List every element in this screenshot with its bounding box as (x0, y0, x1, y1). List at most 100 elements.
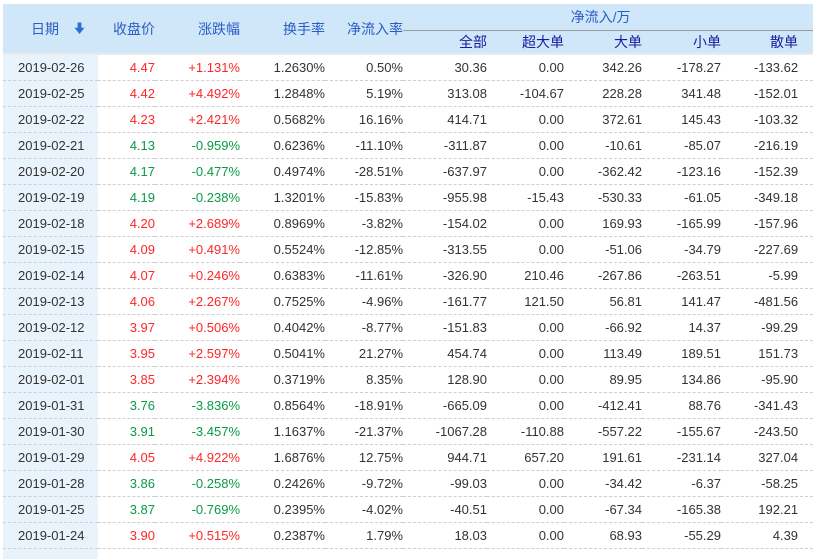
empty-cell (642, 549, 721, 559)
change-cell: +2.267% (155, 289, 240, 315)
small-cell: -34.79 (642, 237, 721, 263)
small-cell: 189.51 (642, 341, 721, 367)
retail-cell: -341.43 (721, 393, 813, 419)
turnover-cell: 0.2426% (240, 471, 325, 497)
all-cell: 30.36 (403, 54, 487, 81)
large-cell: 89.95 (564, 367, 642, 393)
turnover-cell: 1.6876% (240, 445, 325, 471)
all-cell: 414.71 (403, 107, 487, 133)
super-cell: -15.43 (487, 185, 564, 211)
column-header-small: 小单 (642, 30, 721, 54)
date-cell: 2019-02-01 (3, 367, 98, 393)
all-cell: -154.02 (403, 211, 487, 237)
column-header-inflow-rate: 净流入率 (325, 4, 403, 54)
super-cell: -110.88 (487, 419, 564, 445)
retail-cell: -99.29 (721, 315, 813, 341)
super-cell: 0.00 (487, 523, 564, 549)
inflow-rate-cell: -3.82% (325, 211, 403, 237)
all-cell: 944.71 (403, 445, 487, 471)
close-cell: 4.23 (98, 107, 155, 133)
large-cell: 191.61 (564, 445, 642, 471)
date-cell: 2019-02-19 (3, 185, 98, 211)
date-cell: 2019-02-13 (3, 289, 98, 315)
retail-cell: -157.96 (721, 211, 813, 237)
close-cell: 3.87 (98, 497, 155, 523)
small-cell: -263.51 (642, 263, 721, 289)
large-cell: -66.92 (564, 315, 642, 341)
column-header-date[interactable]: 日期 (3, 4, 98, 54)
close-cell: 4.13 (98, 133, 155, 159)
change-cell: -0.238% (155, 185, 240, 211)
change-cell: +2.394% (155, 367, 240, 393)
sort-desc-arrow-icon[interactable] (73, 22, 86, 35)
large-cell: -51.06 (564, 237, 642, 263)
all-cell: -665.09 (403, 393, 487, 419)
large-cell: 342.26 (564, 54, 642, 81)
change-cell: -3.836% (155, 393, 240, 419)
turnover-cell: 0.4974% (240, 159, 325, 185)
turnover-cell: 1.3201% (240, 185, 325, 211)
large-cell: 228.28 (564, 81, 642, 107)
turnover-cell: 0.6383% (240, 263, 325, 289)
super-cell: 121.50 (487, 289, 564, 315)
date-cell: 2019-01-29 (3, 445, 98, 471)
small-cell: 341.48 (642, 81, 721, 107)
super-cell: 0.00 (487, 159, 564, 185)
retail-cell: -103.32 (721, 107, 813, 133)
close-cell: 3.97 (98, 315, 155, 341)
change-cell: +1.131% (155, 54, 240, 81)
date-cell: 2019-02-20 (3, 159, 98, 185)
large-cell: -530.33 (564, 185, 642, 211)
turnover-cell: 0.5041% (240, 341, 325, 367)
small-cell: -231.14 (642, 445, 721, 471)
retail-cell: 327.04 (721, 445, 813, 471)
all-cell: -313.55 (403, 237, 487, 263)
small-cell: 145.43 (642, 107, 721, 133)
retail-cell: -227.69 (721, 237, 813, 263)
change-cell: +4.492% (155, 81, 240, 107)
retail-cell: -243.50 (721, 419, 813, 445)
all-cell: -311.87 (403, 133, 487, 159)
fund-flow-table: 日期 收盘价 涨跌幅 换手率 净流入率 净流入/万 全部 超大单 大单 小单 散… (3, 4, 813, 559)
close-cell: 3.91 (98, 419, 155, 445)
small-cell: -165.38 (642, 497, 721, 523)
super-cell: 0.00 (487, 133, 564, 159)
retail-cell: -216.19 (721, 133, 813, 159)
table-header: 日期 收盘价 涨跌幅 换手率 净流入率 净流入/万 全部 超大单 大单 小单 散… (3, 4, 813, 54)
change-cell: -0.258% (155, 471, 240, 497)
super-cell: 0.00 (487, 341, 564, 367)
column-header-date-label: 日期 (31, 19, 59, 39)
small-cell: -155.67 (642, 419, 721, 445)
date-cell: 2019-02-22 (3, 107, 98, 133)
large-cell: -412.41 (564, 393, 642, 419)
date-cell: 2019-02-18 (3, 211, 98, 237)
large-cell: -10.61 (564, 133, 642, 159)
close-cell: 4.05 (98, 445, 155, 471)
super-cell: 0.00 (487, 211, 564, 237)
super-cell: 0.00 (487, 315, 564, 341)
turnover-cell: 0.5524% (240, 237, 325, 263)
all-cell: 313.08 (403, 81, 487, 107)
super-cell: 0.00 (487, 237, 564, 263)
retail-cell: 192.21 (721, 497, 813, 523)
inflow-rate-cell: 0.50% (325, 54, 403, 81)
inflow-rate-cell: -12.85% (325, 237, 403, 263)
change-cell: -3.457% (155, 419, 240, 445)
close-cell: 4.19 (98, 185, 155, 211)
close-cell: 4.07 (98, 263, 155, 289)
all-cell: 18.03 (403, 523, 487, 549)
date-cell: 2019-01-31 (3, 393, 98, 419)
empty-cell (325, 549, 403, 559)
retail-cell: -58.25 (721, 471, 813, 497)
super-cell: 657.20 (487, 445, 564, 471)
large-cell: 113.49 (564, 341, 642, 367)
small-cell: 134.86 (642, 367, 721, 393)
